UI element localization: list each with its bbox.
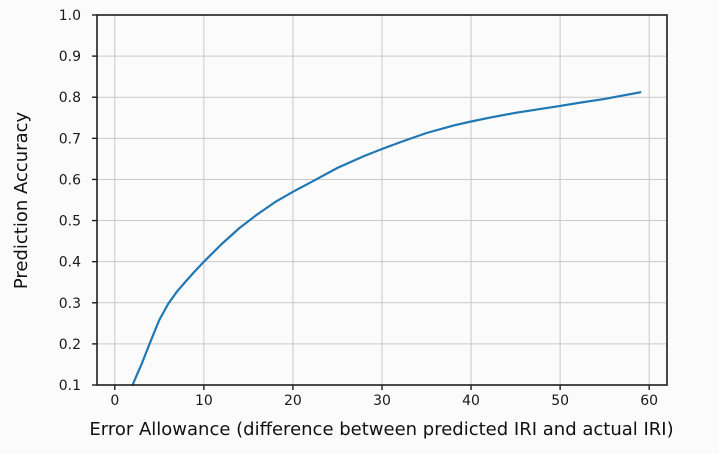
x-tick-label: 60 bbox=[640, 393, 658, 409]
accuracy-curve bbox=[131, 91, 642, 387]
x-tick-label: 30 bbox=[373, 393, 391, 409]
y-tick-label: 0.9 bbox=[59, 49, 81, 65]
y-tick-label: 0.1 bbox=[59, 378, 81, 394]
y-tick-label: 0.7 bbox=[59, 131, 81, 147]
y-tick-label: 0.5 bbox=[59, 214, 81, 230]
x-axis-label: Error Allowance (difference between pred… bbox=[89, 419, 674, 440]
x-tick-label: 20 bbox=[284, 393, 302, 409]
y-tick-label: 0.3 bbox=[59, 296, 81, 312]
x-tick-label: 0 bbox=[110, 393, 119, 409]
x-tick-label: 10 bbox=[195, 393, 213, 409]
y-tick-label: 1.0 bbox=[59, 8, 81, 24]
y-tick-label: 0.2 bbox=[59, 337, 81, 353]
y-tick-label: 0.6 bbox=[59, 172, 81, 188]
x-tick-label: 40 bbox=[462, 393, 480, 409]
x-tick-label: 50 bbox=[551, 393, 569, 409]
y-tick-label: 0.8 bbox=[59, 90, 81, 106]
y-tick-label: 0.4 bbox=[59, 255, 81, 271]
